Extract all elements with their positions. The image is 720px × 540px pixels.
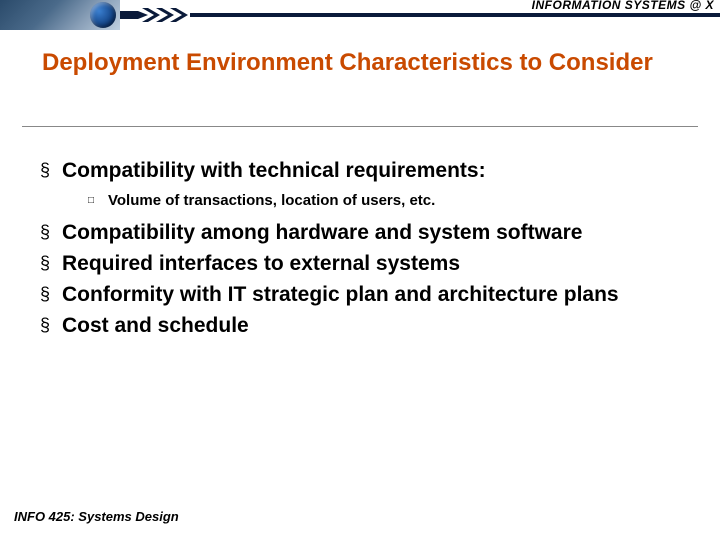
header-divider-line — [190, 13, 720, 17]
bullet-item: § Required interfaces to external system… — [40, 251, 680, 278]
slide-title: Deployment Environment Characteristics t… — [42, 48, 682, 78]
header-logo-image — [0, 0, 120, 30]
sub-bullet-glyph-icon: □ — [88, 191, 108, 207]
bullet-glyph-icon: § — [40, 158, 62, 182]
bullet-list: § Compatibility with technical requireme… — [40, 158, 680, 344]
bullet-item: § Compatibility among hardware and syste… — [40, 220, 680, 247]
bullet-glyph-icon: § — [40, 313, 62, 337]
bullet-glyph-icon: § — [40, 220, 62, 244]
bullet-glyph-icon: § — [40, 282, 62, 306]
bullet-item: § Cost and schedule — [40, 313, 680, 340]
sub-bullet-text: Volume of transactions, location of user… — [108, 191, 435, 211]
bullet-item: § Conformity with IT strategic plan and … — [40, 282, 680, 309]
title-underline — [22, 126, 698, 127]
header-label: INFORMATION SYSTEMS @ X — [532, 0, 714, 12]
footer-label: INFO 425: Systems Design — [14, 509, 179, 524]
bullet-glyph-icon: § — [40, 251, 62, 275]
slide-header: INFORMATION SYSTEMS @ X — [0, 0, 720, 30]
bullet-text: Required interfaces to external systems — [62, 251, 680, 278]
sub-bullet-item: □ Volume of transactions, location of us… — [88, 191, 680, 211]
bullet-text: Conformity with IT strategic plan and ar… — [62, 282, 680, 309]
bullet-text: Compatibility with technical requirement… — [62, 158, 680, 185]
globe-icon — [90, 2, 116, 28]
bullet-item: § Compatibility with technical requireme… — [40, 158, 680, 185]
bullet-text: Compatibility among hardware and system … — [62, 220, 680, 247]
chevron-decoration — [120, 0, 190, 30]
bullet-text: Cost and schedule — [62, 313, 680, 340]
